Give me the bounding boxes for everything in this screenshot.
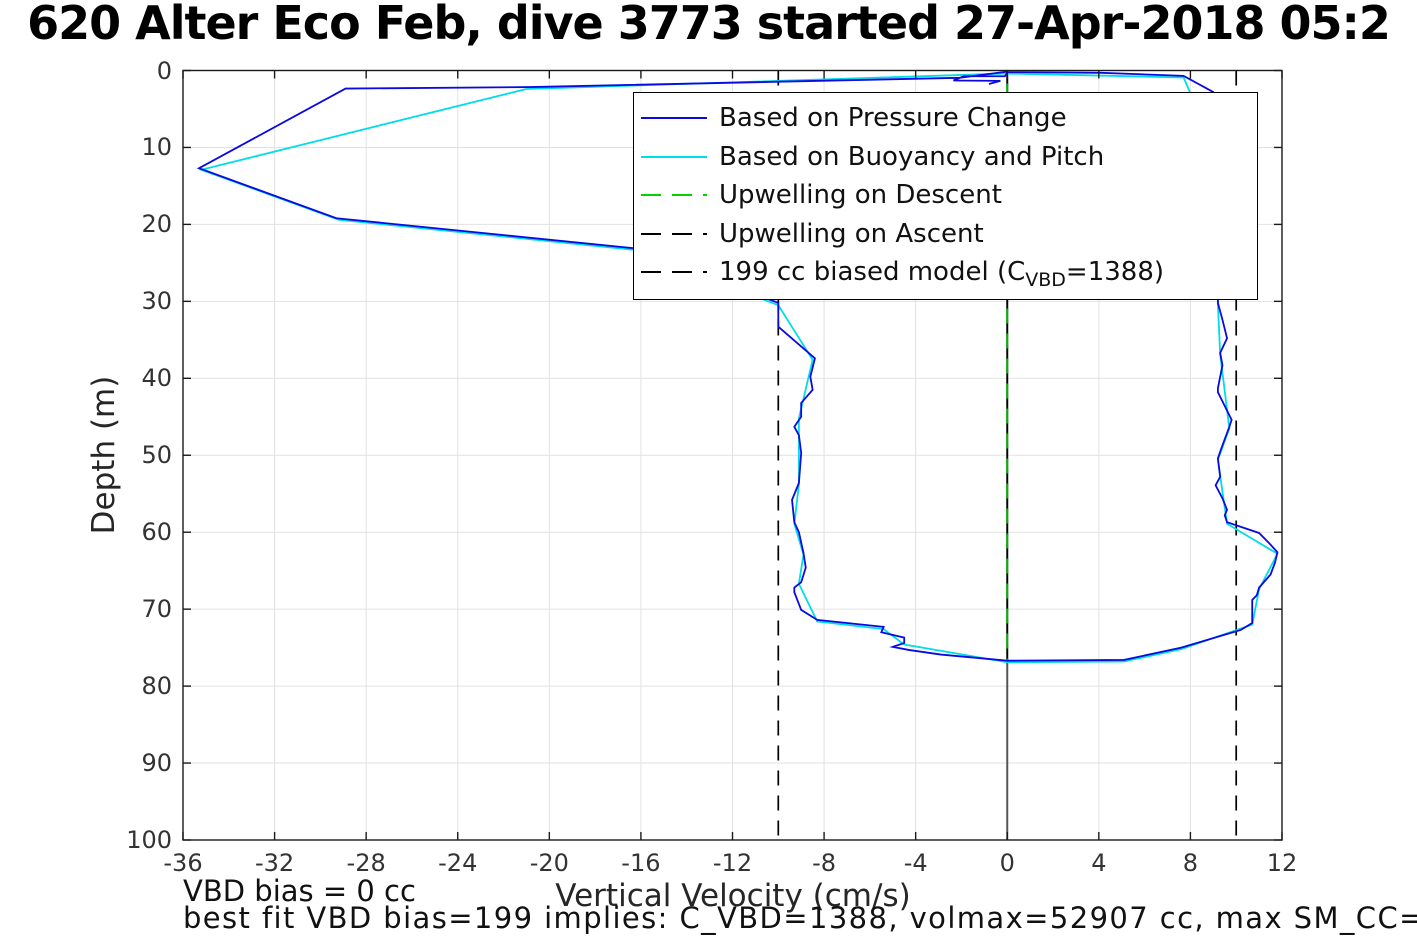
x-tick-label--12: -12 [712,849,753,877]
x-tick-label-0: 0 [999,849,1015,877]
y-tick-label-70: 70 [141,595,172,624]
y-tick-label-10: 10 [141,133,172,162]
series-based-on-pressure-change [196,70,1279,662]
legend-item-label: Upwelling on Descent [719,180,1002,210]
x-tick-label--8: -8 [812,849,837,877]
x-tick-label-12: 12 [1266,849,1298,877]
legend[interactable]: Based on Pressure Change Based on Buoyan… [633,92,1258,300]
y-tick-label-100: 100 [126,826,172,854]
y-tick-label-0: 0 [156,56,172,85]
y-tick-label-60: 60 [141,518,172,547]
y-tick-label-80: 80 [141,672,172,701]
y-tick-label-90: 90 [141,749,172,778]
x-tick-label--24: -24 [438,849,478,877]
y-tick-label-50: 50 [141,441,172,470]
legend-item-pressure-change[interactable]: Based on Pressure Change [634,99,1257,137]
x-tick-label--36: -36 [163,849,203,877]
x-tick-label-8: 8 [1182,849,1199,877]
cyan-line-swatch-icon [641,155,707,158]
x-tick-label--4: -4 [903,849,928,877]
x-tick-label--16: -16 [621,849,661,877]
legend-item-label: Based on Pressure Change [719,103,1067,133]
legend-item-label: Based on Buoyancy and Pitch [719,141,1105,172]
vbd-bias-annotation: VBD bias = 0 cc [183,874,416,908]
x-tick-label--32: -32 [254,849,295,877]
blue-line-swatch-icon [641,117,707,119]
green-dashed-swatch-icon [641,194,707,196]
x-tick-label-4: 4 [1091,849,1107,877]
plot-title: 620 Alter Eco Feb, dive 3773 started 27-… [27,0,1391,50]
y-tick-label-40: 40 [141,364,172,393]
y-axis-label: Depth (m) [86,375,122,535]
legend-item-label: Upwelling on Ascent [719,218,984,249]
best-fit-annotation: best fit VBD bias=199 implies: C_VBD=138… [183,901,1417,935]
black-dashed-swatch-icon [641,271,707,273]
x-axis-label: Vertical Velocity (cm/s) [555,878,911,914]
legend-item-upwelling-descent[interactable]: Upwelling on Descent [634,176,1257,214]
black-dashed-swatch-icon [641,232,707,235]
x-tick-label--28: -28 [346,849,386,877]
legend-item-upwelling-ascent[interactable]: Upwelling on Ascent [634,215,1257,253]
legend-item-buoyancy-pitch[interactable]: Based on Buoyancy and Pitch [634,138,1257,176]
legend-item-label: 199 cc biased model (CVBD=1388) [719,257,1165,292]
legend-item-biased-model[interactable]: 199 cc biased model (CVBD=1388) [634,253,1257,291]
x-tick-label--20: -20 [529,849,569,877]
y-tick-label-20: 20 [141,210,172,239]
y-tick-label-30: 30 [141,287,172,316]
